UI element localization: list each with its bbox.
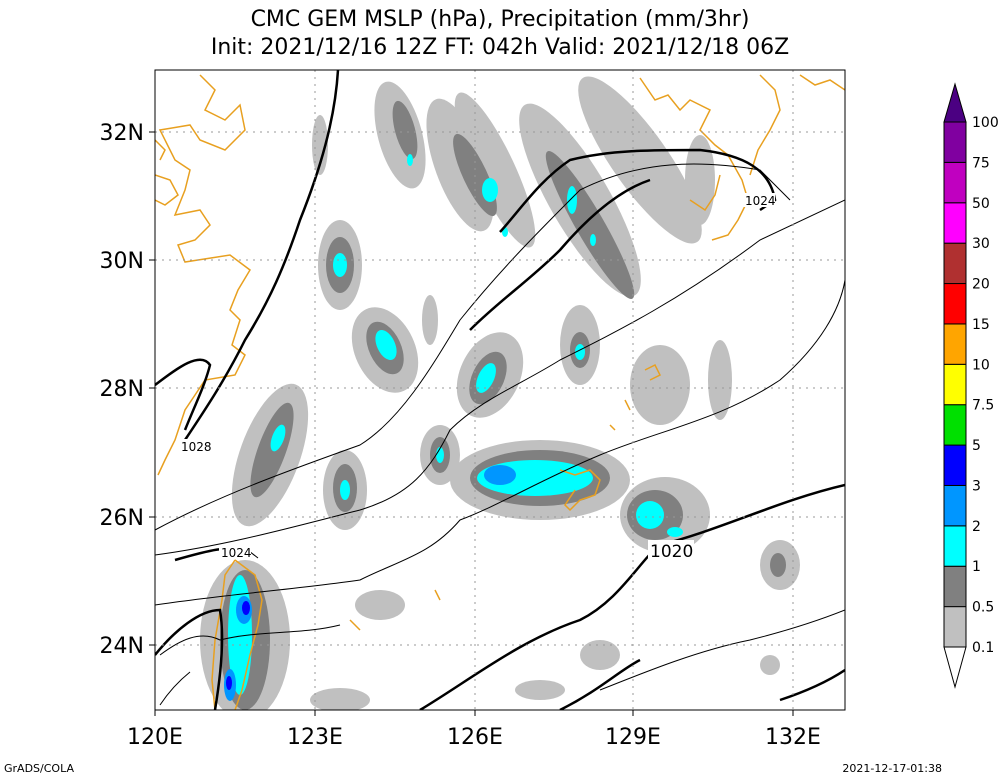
- colorbar-swatch: [943, 283, 967, 325]
- precip-intense: [226, 601, 250, 690]
- lat-label: 24N: [100, 634, 144, 659]
- colorbar-swatch: [943, 242, 967, 285]
- colorbar: 0.1 0.5 1 2 3 5 7.5 10 15 20 30 50 75 100: [943, 82, 999, 689]
- colorbar-swatch: [943, 646, 967, 689]
- lat-label: 30N: [100, 249, 144, 274]
- isobar-label-1028: 1028: [181, 440, 212, 454]
- lat-label: 28N: [100, 377, 144, 402]
- colorbar-swatch: [943, 525, 967, 567]
- colorbar-swatch: [943, 565, 967, 608]
- colorbar-swatch: [943, 404, 967, 446]
- isobars-thick: [155, 70, 845, 710]
- lon-label: 126E: [447, 725, 503, 750]
- lat-labels: 32N 30N 28N 26N 24N: [100, 121, 144, 659]
- colorbar-label: 0.5: [972, 600, 994, 616]
- lat-label: 32N: [100, 121, 144, 146]
- colorbar-swatch: [943, 484, 967, 527]
- colorbar-label: 7.5: [972, 398, 994, 414]
- colorbar-label: 1: [972, 559, 981, 575]
- colorbar-swatch: [943, 82, 967, 123]
- colorbar-label: 50: [972, 196, 990, 212]
- map-subtitle: Init: 2021/12/16 12Z FT: 042h Valid: 202…: [210, 35, 790, 60]
- colorbar-label: 2: [972, 519, 981, 535]
- isobar-label-1024-west: 1024: [221, 546, 252, 560]
- colorbar-swatch: [943, 363, 967, 406]
- colorbar-swatch: [943, 202, 967, 244]
- isobar-labels: 1028 1024 1024 1020: [179, 193, 776, 562]
- lon-labels: 120E 123E 126E 129E 132E: [127, 725, 821, 750]
- colorbar-swatch: [943, 444, 967, 486]
- colorbar-label: 3: [972, 478, 981, 494]
- lon-label: 129E: [605, 725, 661, 750]
- axis-ticks: [149, 131, 794, 716]
- coastlines: [155, 74, 845, 710]
- lon-label: 132E: [765, 725, 821, 750]
- isobar-label-1020: 1020: [650, 542, 693, 562]
- isobar-label-1024-east: 1024: [745, 194, 776, 208]
- plot-frame: [154, 69, 846, 711]
- colorbar-label: 20: [972, 277, 990, 293]
- lat-label: 26N: [100, 506, 144, 531]
- graticule: [155, 70, 845, 710]
- colorbar-swatch: [943, 323, 967, 365]
- colorbar-label: 5: [972, 438, 981, 454]
- colorbar-label: 10: [972, 357, 990, 373]
- colorbar-label: 75: [972, 155, 990, 171]
- footer-timestamp: 2021-12-17-01:38: [842, 762, 942, 775]
- colorbar-swatch: [943, 121, 967, 163]
- colorbar-label: 100: [972, 115, 999, 131]
- map-title: CMC GEM MSLP (hPa), Precipitation (mm/3h…: [250, 7, 750, 32]
- colorbar-label: 0.1: [972, 640, 994, 656]
- colorbar-label: 15: [972, 317, 990, 333]
- lon-label: 123E: [287, 725, 343, 750]
- colorbar-swatch: [943, 606, 967, 648]
- isobars-thin: [155, 163, 845, 706]
- footer-credit: GrADS/COLA: [4, 762, 74, 775]
- lon-label: 120E: [127, 725, 183, 750]
- colorbar-swatch: [943, 161, 967, 204]
- colorbar-label: 30: [972, 236, 990, 252]
